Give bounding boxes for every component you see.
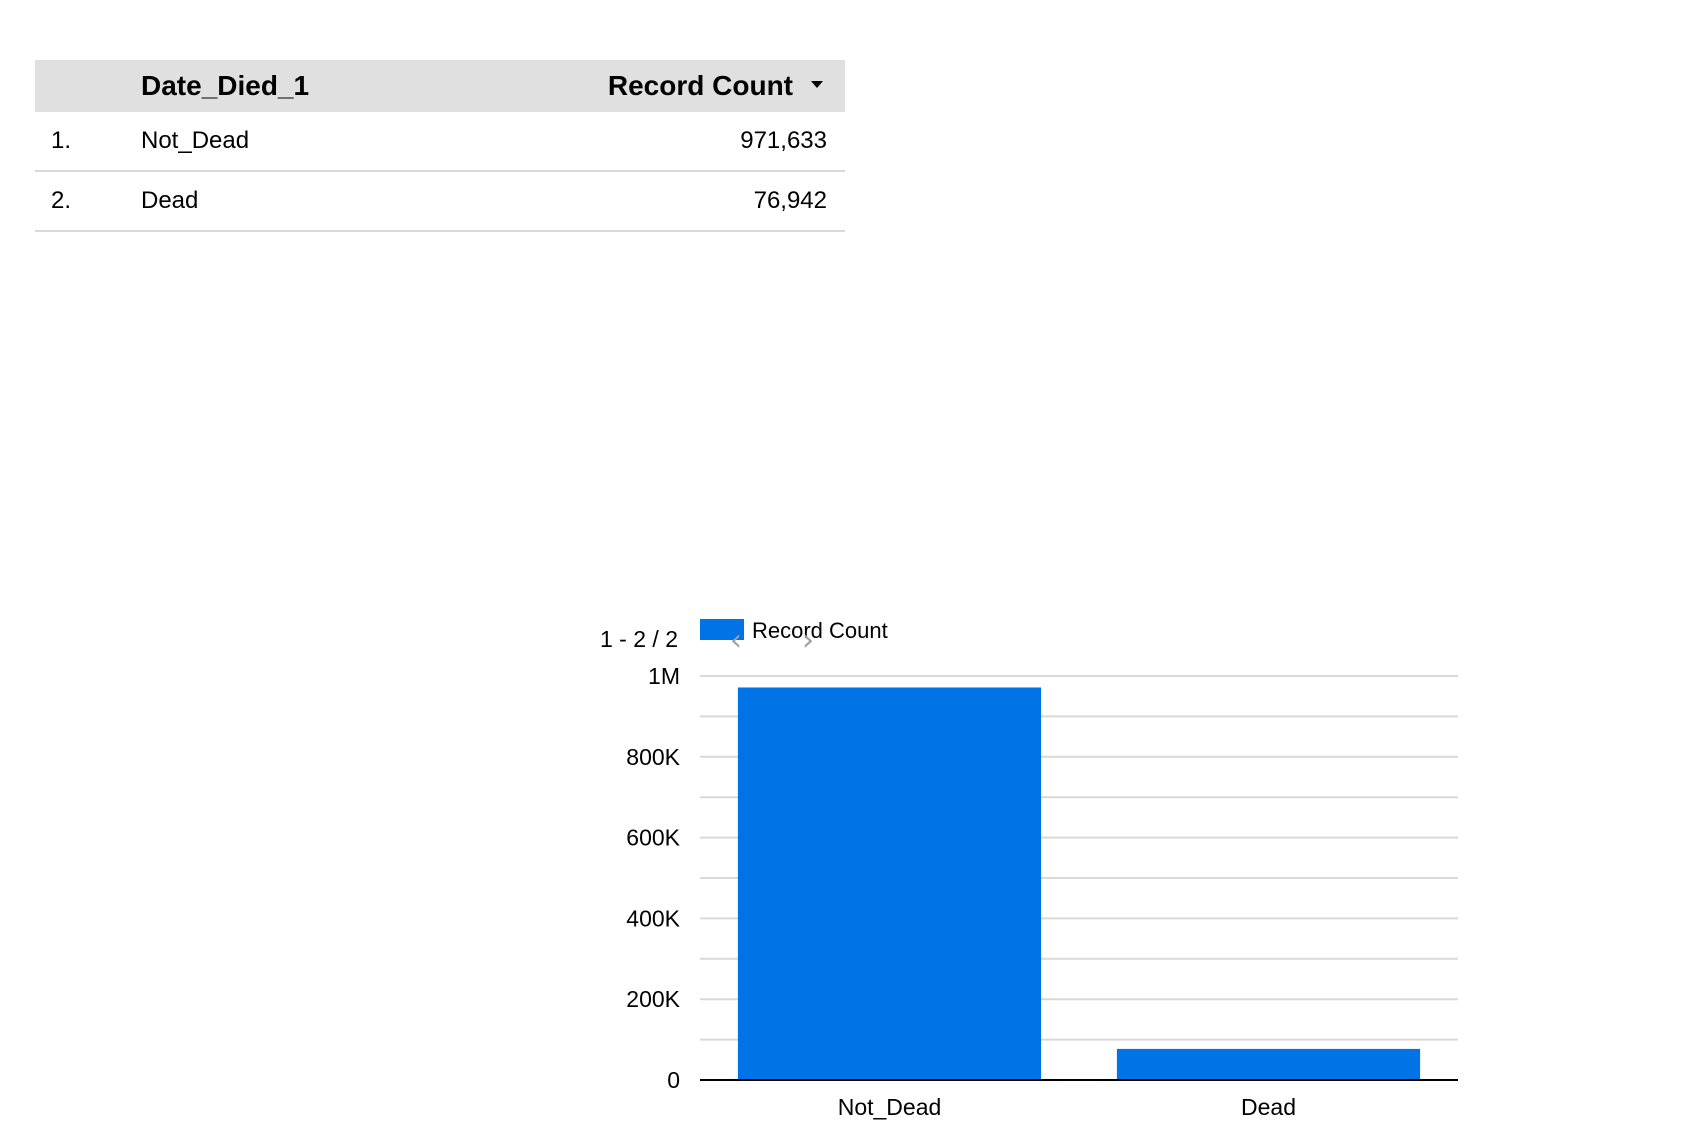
table-header: Date_Died_1 Record Count [35, 60, 845, 112]
y-tick-label: 0 [667, 1067, 680, 1093]
row-value: 971,633 [740, 127, 827, 154]
y-tick-label: 600K [626, 825, 680, 851]
chevron-left-icon[interactable]: ‹ [730, 623, 742, 658]
table-row: 2. Dead 76,942 [35, 172, 845, 232]
chevron-right-icon[interactable]: › [802, 623, 814, 658]
y-tick-label: 800K [626, 744, 680, 770]
pagination-text: 1 - 2 / 2 [600, 626, 678, 652]
y-tick-label: 200K [626, 986, 680, 1012]
row-label: Not_Dead [141, 127, 250, 154]
x-tick-label: Dead [1241, 1094, 1296, 1120]
legend-label: Record Count [752, 618, 888, 643]
legend-swatch [700, 619, 744, 640]
bar [1116, 1048, 1421, 1080]
dimension-header[interactable]: Date_Died_1 [141, 70, 310, 101]
row-index: 1. [51, 127, 72, 154]
row-value: 76,942 [753, 187, 827, 214]
row-index: 2. [51, 187, 72, 214]
y-tick-label: 400K [626, 905, 680, 931]
metric-header-label: Record Count [607, 70, 793, 101]
x-tick-label: Not_Dead [838, 1094, 942, 1120]
sort-desc-icon[interactable] [811, 81, 823, 89]
metric-header[interactable]: Record Count [525, 70, 845, 102]
data-table: Date_Died_1 Record Count 1. Not_Dead 971… [35, 60, 845, 232]
row-label: Dead [141, 187, 199, 214]
table-row: 1. Not_Dead 971,633 [35, 112, 845, 172]
bar [737, 687, 1042, 1080]
y-tick-label: 1M [648, 663, 680, 689]
